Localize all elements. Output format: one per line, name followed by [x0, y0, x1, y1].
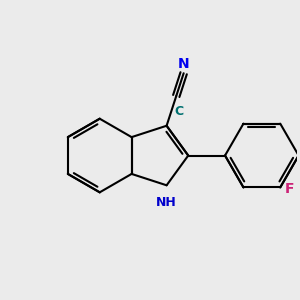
Text: NH: NH	[156, 196, 177, 208]
Text: F: F	[285, 182, 294, 196]
Text: N: N	[178, 57, 190, 71]
Text: C: C	[175, 105, 184, 118]
